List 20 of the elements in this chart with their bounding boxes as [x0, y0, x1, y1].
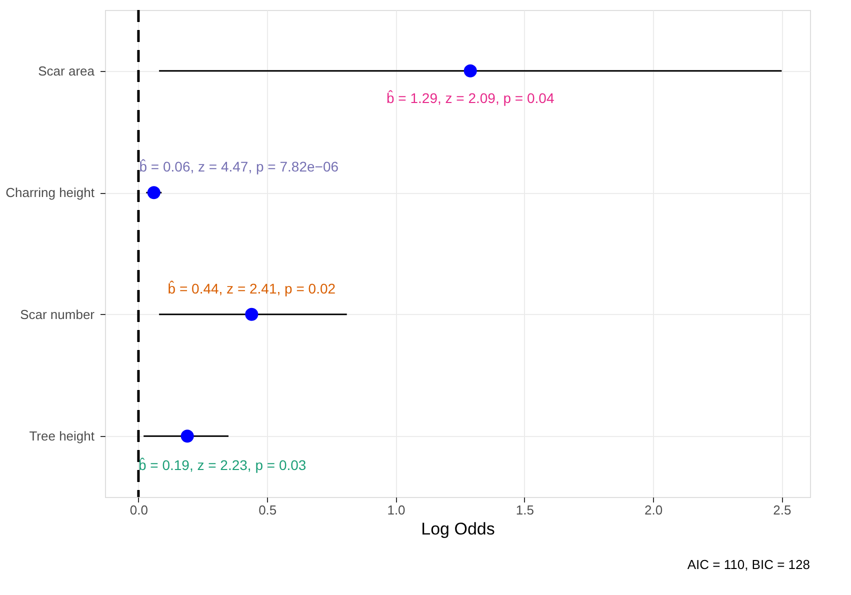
x-tick-label: 0.5: [258, 502, 277, 518]
y-tick-label: Tree height: [29, 428, 95, 444]
y-tick-label: Scar area: [38, 63, 96, 78]
annotation: b̂ = 0.19, z = 2.23, p = 0.03: [138, 456, 306, 474]
y-tick-label: Charring height: [6, 185, 95, 200]
annotation: b̂ = 1.29, z = 2.09, p = 0.04: [386, 90, 554, 106]
x-tick-label: 1.5: [516, 502, 534, 518]
point: [464, 64, 477, 78]
x-tick-label: 1.0: [387, 502, 406, 518]
x-tick-label: 2.0: [644, 502, 663, 518]
y-tick-label: Scar number: [20, 306, 96, 322]
point: [147, 186, 160, 200]
annotation: b̂ = 0.44, z = 2.41, p = 0.02: [168, 280, 336, 296]
point: [245, 308, 258, 321]
x-tick-label: 0.0: [130, 502, 148, 518]
annotation: b̂ = 0.06, z = 4.47, p = 7.82e−06: [139, 158, 339, 175]
x-axis-title: Log Odds: [421, 520, 495, 538]
text: AIC = 110, BIC = 128: [687, 557, 810, 572]
x-tick-label: 2.5: [773, 502, 792, 518]
point: [180, 430, 194, 443]
